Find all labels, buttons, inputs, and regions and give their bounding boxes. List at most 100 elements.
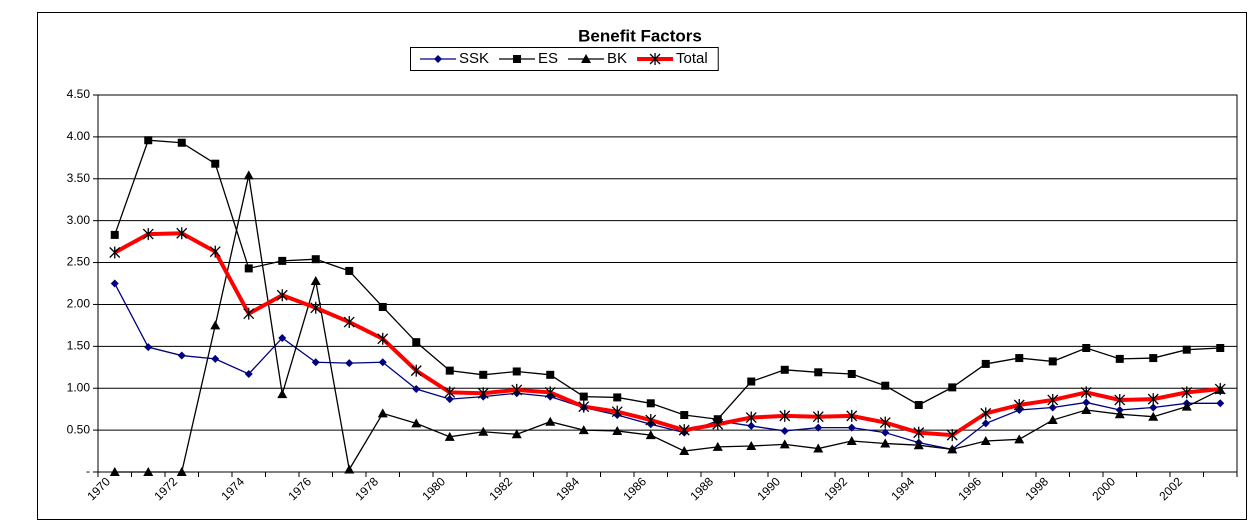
marker [477, 387, 489, 400]
marker [746, 441, 757, 451]
marker [211, 159, 220, 168]
marker [445, 366, 454, 375]
marker [377, 332, 389, 345]
marker [378, 302, 387, 311]
marker [344, 464, 355, 474]
marker [177, 351, 186, 360]
marker [712, 418, 724, 431]
y-tick-label: 0.50 [67, 422, 91, 436]
marker [278, 256, 287, 265]
marker [1048, 403, 1057, 412]
marker [243, 307, 255, 320]
legend-label: Total [676, 50, 708, 67]
marker [1082, 398, 1091, 407]
marker [780, 426, 789, 435]
marker [511, 429, 522, 439]
marker [512, 367, 521, 376]
marker [345, 359, 354, 368]
marker [814, 368, 823, 377]
chart-border [37, 12, 1247, 520]
marker [645, 414, 657, 427]
marker [144, 136, 153, 145]
marker [881, 428, 890, 437]
marker [110, 230, 119, 239]
marker [1147, 393, 1159, 406]
marker [981, 419, 990, 428]
marker [110, 279, 119, 288]
marker [913, 440, 924, 450]
legend-label: BK [607, 50, 627, 67]
marker [813, 443, 824, 453]
marker [578, 400, 590, 413]
marker [276, 289, 288, 302]
marker [914, 400, 923, 409]
marker [846, 436, 857, 446]
marker [747, 377, 756, 386]
marker [645, 430, 656, 440]
marker [679, 446, 690, 456]
marker [478, 426, 489, 436]
legend-label: SSK [459, 50, 489, 67]
marker [142, 228, 154, 241]
marker [1148, 411, 1159, 421]
legend-label: ES [538, 50, 558, 67]
marker [378, 358, 387, 367]
y-tick-label: 1.00 [67, 380, 91, 394]
marker [1149, 354, 1158, 363]
marker [1149, 403, 1158, 412]
marker [980, 407, 992, 420]
marker [1181, 401, 1192, 411]
marker [779, 439, 790, 449]
marker [1047, 415, 1058, 425]
series-line [113, 231, 1221, 438]
marker [1181, 386, 1193, 399]
marker [244, 264, 253, 273]
marker [1182, 345, 1191, 354]
marker [611, 405, 623, 418]
marker [612, 425, 623, 435]
marker [1214, 383, 1226, 396]
marker [1013, 398, 1025, 411]
marker [814, 423, 823, 432]
marker [578, 425, 589, 435]
marker [1014, 434, 1025, 444]
marker [109, 467, 120, 476]
marker [946, 429, 958, 442]
marker [1081, 405, 1092, 415]
series-line [114, 283, 1221, 451]
series-line [114, 175, 1221, 473]
marker [412, 338, 421, 347]
marker [880, 438, 891, 448]
marker [311, 358, 320, 367]
marker [980, 436, 991, 446]
marker [410, 364, 422, 377]
marker [445, 395, 454, 404]
marker [579, 392, 588, 401]
marker [412, 385, 421, 394]
marker [712, 441, 723, 451]
marker [144, 343, 153, 352]
legend: SSK ES BK Total [410, 47, 719, 71]
marker [210, 320, 221, 330]
marker [780, 365, 789, 374]
marker [176, 467, 187, 476]
marker [345, 266, 354, 275]
series-line [114, 139, 1221, 420]
marker [544, 386, 556, 399]
marker [243, 170, 254, 180]
marker [581, 54, 592, 63]
y-tick-label: 3.50 [67, 171, 91, 185]
marker [311, 255, 320, 264]
marker [177, 138, 186, 147]
marker [1080, 386, 1092, 399]
marker [649, 53, 661, 65]
y-tick-label: 2.50 [67, 255, 91, 269]
marker [377, 408, 388, 418]
marker [277, 389, 288, 399]
marker [176, 227, 188, 240]
marker [981, 359, 990, 368]
marker [646, 399, 655, 408]
marker [546, 370, 555, 379]
